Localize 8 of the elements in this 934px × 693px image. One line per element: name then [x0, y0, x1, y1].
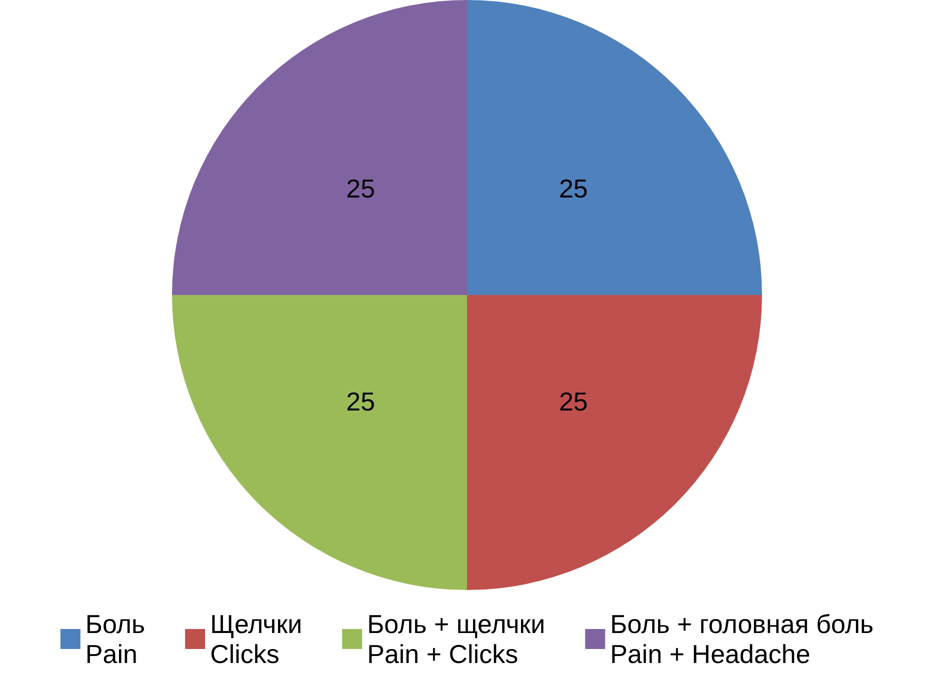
- legend-label: Боль + головная боль Pain + Headache: [610, 609, 874, 669]
- legend-label: Щелчки Clicks: [210, 609, 302, 669]
- legend-label: Боль Pain: [85, 609, 146, 669]
- data-label: 25: [346, 174, 376, 204]
- data-label: 25: [346, 386, 376, 416]
- legend-label: Боль + щелчки Pain + Clicks: [367, 609, 546, 669]
- data-label: 25: [558, 174, 588, 204]
- data-label: 25: [558, 386, 588, 416]
